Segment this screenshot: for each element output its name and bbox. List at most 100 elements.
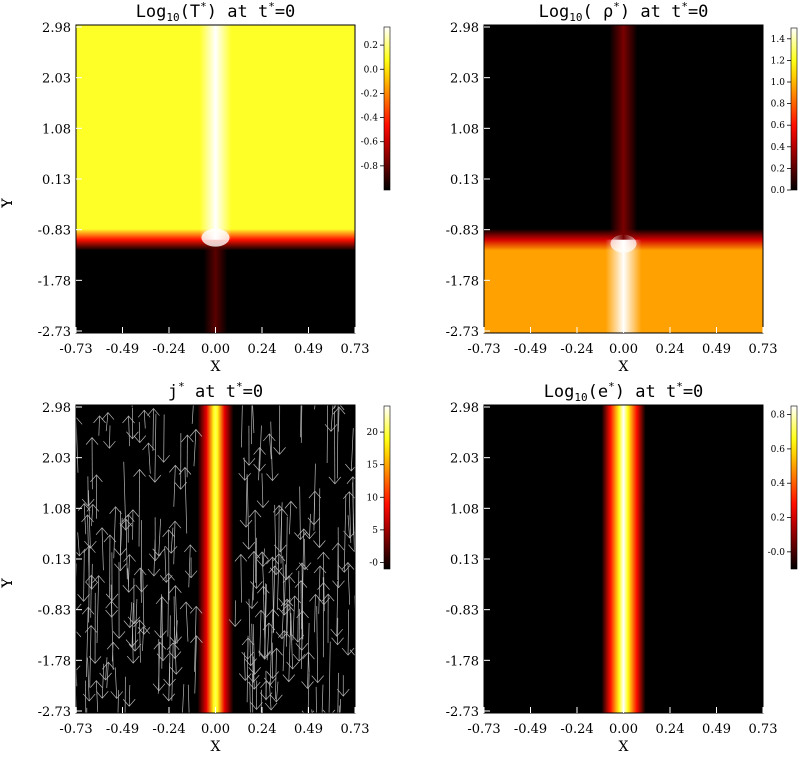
- x-tick-label: 0.73: [341, 342, 370, 357]
- vector-arrowhead: [85, 574, 98, 583]
- x-tick-label: 0.49: [702, 342, 731, 357]
- vector-arrow: [160, 594, 162, 638]
- x-tick-label: -0.24: [152, 722, 185, 737]
- vector-arrowhead: [256, 500, 270, 509]
- vector-arrowhead: [270, 694, 283, 703]
- vector-arrowhead: [296, 610, 309, 619]
- vector-arrow: [161, 597, 164, 661]
- vector-arrow: [300, 610, 303, 670]
- vector-arrow: [173, 521, 176, 565]
- vector-arrow: [261, 551, 265, 595]
- y-tick-label: 2.03: [42, 72, 71, 87]
- vector-arrow: [339, 699, 342, 713]
- colorbar-tick-label: -0.2: [361, 89, 378, 99]
- vector-arrowhead: [92, 575, 105, 583]
- vector-arrow: [300, 405, 303, 443]
- vector-arrow: [258, 447, 260, 481]
- vector-arrowhead: [189, 605, 203, 614]
- vector-arrow: [292, 596, 296, 641]
- vector-arrowhead: [148, 474, 162, 483]
- y-tick-label: 0.13: [42, 553, 71, 568]
- vector-arrowhead: [81, 747, 93, 754]
- vector-arrow: [321, 684, 324, 713]
- vector-arrowhead: [178, 466, 192, 475]
- vector-arrow: [142, 626, 144, 651]
- vector-arrowhead: [311, 675, 324, 684]
- vector-arrow: [301, 563, 304, 640]
- heatmap-column-cap: [201, 228, 230, 247]
- vector-arrowhead: [294, 580, 308, 588]
- vector-arrow: [98, 415, 100, 436]
- vector-arrowhead: [324, 424, 338, 432]
- vector-arrow: [307, 623, 310, 689]
- vector-arrow: [252, 551, 255, 601]
- vector-arrowhead: [83, 545, 96, 553]
- vector-arrowhead: [329, 333, 341, 340]
- y-tick-label: 2.98: [42, 401, 71, 416]
- chart-panel-3: -0.73 -0.49 -0.24 0.00 0.24 0.49 0.73 2.98 2.03 1…: [0, 333, 391, 757]
- vector-arrow: [124, 676, 126, 713]
- y-tick-label: -0.83: [446, 224, 479, 239]
- vector-arrowhead: [164, 545, 178, 554]
- vector-arrowhead: [269, 567, 283, 576]
- x-tick-label: 0.24: [248, 342, 277, 357]
- vector-arrow: [105, 412, 109, 432]
- vector-arrow: [288, 575, 292, 636]
- vector-arrow: [138, 421, 141, 443]
- vector-arrow: [109, 425, 111, 449]
- vector-arrowhead: [284, 500, 298, 509]
- vector-arrowhead: [274, 544, 287, 553]
- vector-arrowhead: [311, 753, 323, 757]
- y-axis-label: Y: [0, 198, 16, 209]
- vector-arrowhead: [90, 474, 103, 483]
- vector-arrowhead: [169, 464, 182, 473]
- colorbar-tick-label: 0.4: [771, 479, 786, 489]
- vector-arrowhead: [272, 504, 286, 513]
- vector-arrow: [111, 601, 114, 670]
- vector-arrow: [350, 428, 354, 471]
- vector-arrow: [127, 568, 130, 593]
- vector-arrowhead: [112, 631, 126, 639]
- heatmap-column: [199, 25, 232, 240]
- vector-arrow: [348, 491, 352, 543]
- vector-arrow: [85, 607, 89, 678]
- vector-arrowhead: [99, 672, 112, 681]
- vector-arrowhead: [331, 741, 343, 748]
- vector-arrow: [246, 476, 250, 550]
- heatmap-column: [197, 405, 234, 713]
- y-tick-label: -2.73: [446, 325, 479, 340]
- vector-arrowhead: [321, 593, 335, 602]
- vector-arrowhead: [128, 386, 140, 393]
- vector-arrowhead: [266, 608, 280, 617]
- vector-arrow: [275, 648, 277, 700]
- vector-arrowhead: [106, 641, 120, 650]
- vector-arrowhead: [238, 472, 251, 481]
- vector-arrowhead: [262, 622, 276, 631]
- vector-arrow: [77, 532, 80, 556]
- colorbar: [790, 405, 798, 570]
- vector-arrow: [241, 405, 243, 448]
- x-tick-label: -0.49: [514, 342, 547, 357]
- vector-arrowhead: [184, 744, 196, 751]
- vector-arrow: [193, 429, 197, 467]
- chart-panel-4: -0.73 -0.49 -0.24 0.00 0.24 0.49 0.73 2.98 2.03 1…: [0, 380, 798, 755]
- vector-arrow: [129, 602, 133, 628]
- vector-arrow: [139, 568, 142, 603]
- x-tick-label: -0.49: [106, 342, 139, 357]
- vector-arrow: [251, 580, 254, 609]
- colorbar-tick-label: 10: [367, 493, 379, 503]
- vector-arrowhead: [268, 565, 281, 574]
- vector-arrowhead: [109, 506, 122, 514]
- vector-arrowhead: [181, 434, 194, 443]
- vector-arrowhead: [282, 575, 296, 584]
- vector-arrowhead: [153, 641, 167, 650]
- vector-arrowhead: [133, 619, 146, 628]
- vector-arrow: [268, 433, 272, 459]
- vector-arrowhead: [250, 702, 263, 710]
- vector-arrowhead: [266, 556, 279, 565]
- vector-arrowhead: [95, 527, 109, 535]
- vector-arrowhead: [346, 476, 355, 484]
- vector-arrowhead: [282, 674, 296, 683]
- vector-arrowhead: [169, 636, 182, 645]
